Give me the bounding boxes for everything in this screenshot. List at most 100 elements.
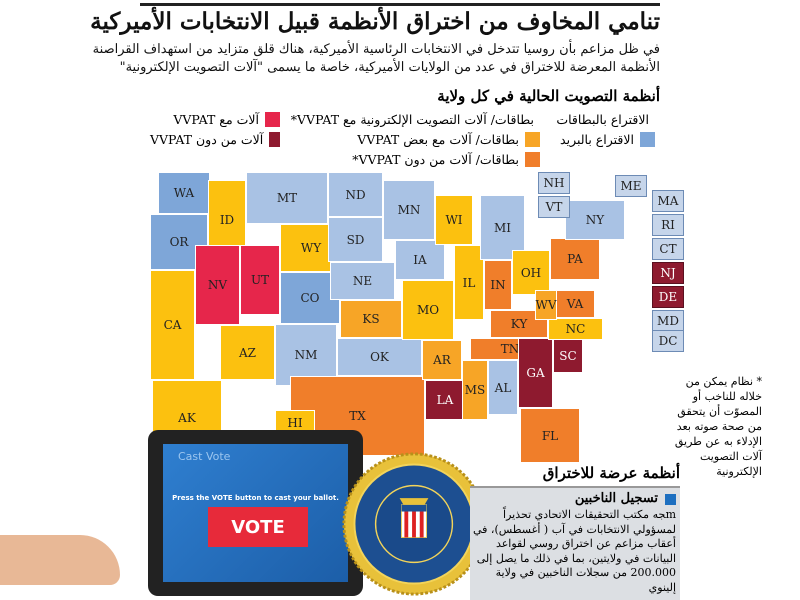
state-sc: SC [553,338,583,373]
state-label: NC [565,322,586,336]
state-al: AL [488,360,518,415]
state-label: MO [416,303,440,317]
state-label: PA [567,252,583,266]
state-label: MS [464,383,486,397]
page-title: تنامي المخاوف من اختراق الأنظمة قبيل الا… [90,8,660,35]
state-nm: NM [275,324,337,386]
legend-item-vvpat: بطاقات/ آلات التصويت الإلكترونية مع VVPA… [291,112,540,127]
hand-image [0,535,120,585]
legend-label: بطاقات/ آلات من دون VVPAT* [352,152,519,167]
state-label: NH [543,176,565,190]
state-nd: ND [328,172,383,217]
panel-body: m‍جه مكتب التحقيقات الاتحادي تحذيراً لمس… [472,508,676,594]
state-label: SC [559,348,577,363]
legend-item-mail: الاقتراع بالبريد [560,132,655,147]
state-box-ri: RI [652,214,684,236]
state-ar: AR [422,340,462,380]
state-label: CA [163,318,182,332]
state-box-de: DE [652,286,684,308]
legend-label: الاقتراع بالبطاقات [556,112,649,127]
legend-label: آلات من دون VVPAT [150,132,264,147]
state-label: MA [657,194,679,208]
section-heading-vulnerable-systems: أنظمة عرضة للاختراق [542,464,680,482]
tablet-screen: Cast Vote Press the VOTE button to cast … [163,444,348,582]
state-label: SD [346,232,365,247]
legend-item-novv: بطاقات/ آلات من دون VVPAT* [330,152,540,167]
state-label: MT [276,191,298,205]
state-label: ND [345,187,366,202]
state-in: IN [484,260,512,310]
top-rule [140,3,660,6]
state-ks: KS [340,300,402,338]
state-label: KS [362,312,380,326]
fbi-seal-logo [342,452,486,596]
state-label: MI [493,220,512,235]
panel-title: تسجيل الناخبين [574,491,658,506]
state-label: LA [436,393,454,407]
voter-registration-panel: تسجيل الناخبين m‍جه مكتب التحقيقات الاتح… [470,486,680,600]
state-label: OK [370,350,389,364]
state-box-ct: CT [652,238,684,260]
state-label: OH [520,265,542,280]
state-ny: NY [565,200,625,240]
state-oh: OH [512,250,550,295]
state-mi: MI [480,195,525,260]
state-label: CO [300,291,320,305]
bullet-square-icon [665,494,676,505]
vvpat-footnote: * نظام يمكن من خلاله للناخب أو المصوّت أ… [674,375,762,478]
tablet-instruction: Press the VOTE button to cast your ballo… [172,494,339,502]
state-label: AK [178,410,196,425]
state-label: WV [535,298,557,312]
state-label: NE [352,274,373,288]
state-ca: CA [150,270,195,380]
state-label: VT [545,200,563,214]
legend-swatch [269,132,280,147]
state-label: AL [494,380,512,395]
state-ut: UT [240,245,280,315]
state-box-dc: DC [652,330,684,352]
state-ia: IA [395,240,445,280]
state-label: WA [173,186,195,200]
state-ne: NE [330,262,395,300]
legend-label: آلات مع VVPAT [173,112,259,127]
state-label: NJ [660,266,676,280]
vote-button-image: VOTE [208,507,308,547]
state-la: LA [425,380,465,420]
state-label: DE [658,290,678,304]
subtitle-line-1: في ظل مزاعم بأن روسيا تتدخل في الانتخابا… [92,42,660,57]
state-label: TX [349,409,366,423]
state-sd: SD [328,217,383,262]
state-label: KY [510,317,528,331]
state-pa: PA [550,238,600,280]
state-label: TN [500,342,520,356]
state-box-me: ME [615,175,647,197]
section-heading-current-systems: أنظمة التصويت الحالية في كل ولاية [437,87,660,105]
state-il: IL [454,245,484,320]
state-label: DC [658,334,678,348]
state-label: UT [250,273,270,287]
state-nc: NC [548,318,603,340]
state-label: ID [219,213,235,227]
legend-label: بطاقات/ آلات التصويت الإلكترونية مع VVPA… [290,112,534,127]
state-label: GA [526,366,545,380]
state-box-ma: MA [652,190,684,212]
state-label: FL [541,428,559,443]
state-label: AZ [238,345,256,360]
tablet-header: Cast Vote [178,450,231,463]
state-ms: MS [462,360,488,420]
state-label: IL [462,275,476,290]
state-box-nh: NH [538,172,570,194]
state-mt: MT [246,172,328,224]
state-wi: WI [435,195,473,245]
state-label: IN [490,278,506,292]
state-label: MN [397,203,421,217]
state-label: VA [566,297,584,311]
legend-swatch [265,112,280,127]
state-ky: KY [490,310,548,338]
state-ga: GA [518,338,553,408]
state-label: OR [169,235,189,249]
state-nv: NV [195,245,240,325]
state-label: WY [300,241,322,255]
state-box-vt: VT [538,196,570,218]
state-label: MD [657,314,679,328]
